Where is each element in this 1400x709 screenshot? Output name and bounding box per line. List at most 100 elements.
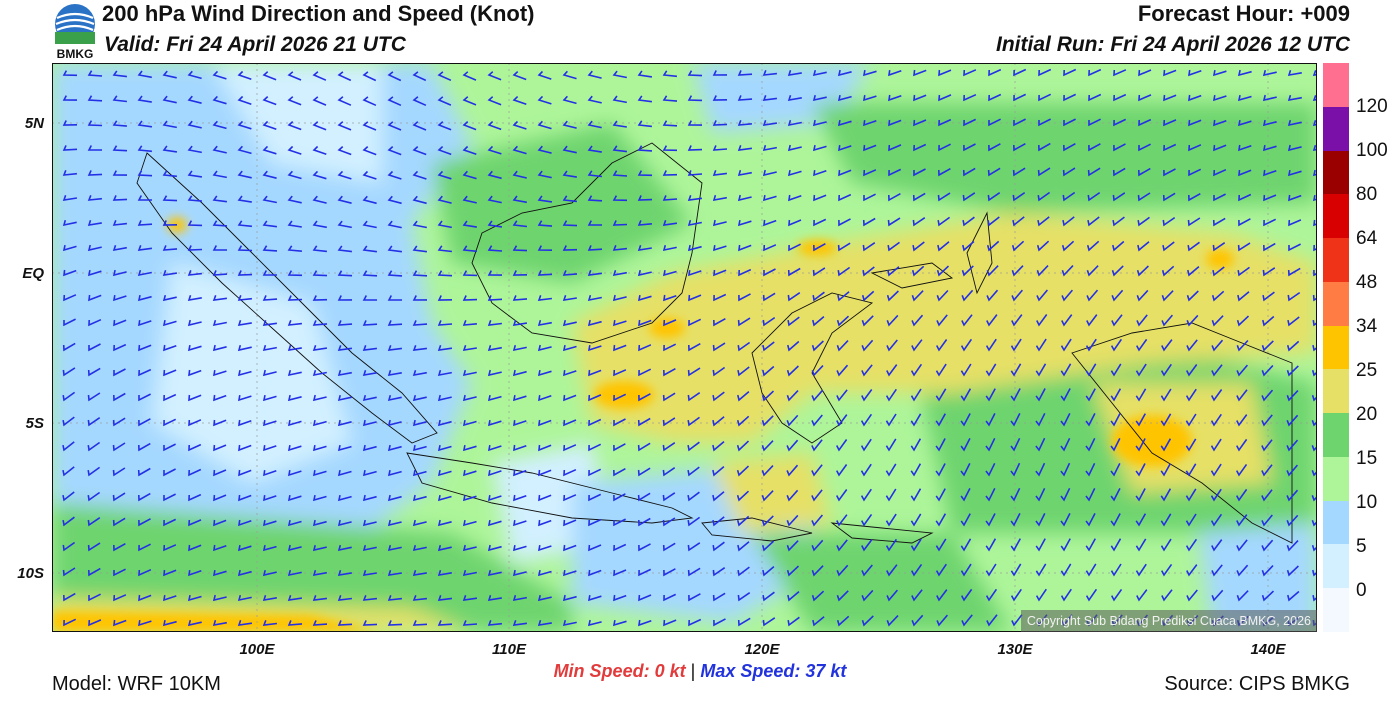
wind-barb — [312, 320, 328, 326]
svg-text:BMKG: BMKG — [57, 47, 94, 60]
wind-barb — [988, 68, 1002, 77]
wind-barb — [1135, 413, 1147, 427]
wind-barb — [1186, 589, 1198, 602]
wind-barb — [1185, 438, 1197, 452]
wind-barb — [587, 220, 602, 226]
wind-barb — [1013, 93, 1027, 102]
wind-barb — [237, 295, 252, 301]
wind-barb — [62, 219, 77, 227]
wind-barb — [1313, 269, 1317, 277]
colorbar-segment — [1323, 194, 1349, 239]
wind-barb — [1213, 119, 1227, 127]
wind-barb — [437, 270, 453, 277]
wind-barb — [263, 469, 277, 477]
wind-barb — [613, 543, 627, 552]
wind-barb — [337, 419, 352, 427]
wind-barb — [836, 340, 849, 352]
wind-barb — [1135, 488, 1146, 502]
wind-barb — [1110, 463, 1121, 477]
wind-barb — [985, 513, 996, 527]
wind-barb — [337, 369, 352, 377]
wind-barb — [112, 269, 127, 277]
wind-barb — [487, 195, 502, 204]
wind-barb — [1237, 69, 1252, 77]
wind-barb — [613, 594, 627, 602]
wind-barb — [337, 170, 352, 180]
wind-barb — [87, 417, 101, 427]
forecast-hour: Forecast Hour: +009 — [1137, 1, 1350, 26]
wind-barb — [1210, 513, 1223, 527]
wind-barb — [312, 545, 327, 552]
wind-barb — [437, 519, 452, 527]
wind-barb — [312, 444, 327, 452]
wind-barb — [562, 95, 577, 105]
wind-barb — [1312, 169, 1317, 177]
wind-barb — [712, 592, 726, 602]
wind-barb — [1287, 119, 1302, 127]
wind-barb — [563, 468, 577, 477]
wind-barb — [1312, 294, 1317, 302]
wind-barb — [937, 192, 951, 202]
wind-barb — [387, 220, 402, 229]
wind-barb — [162, 145, 178, 153]
wind-barb — [863, 119, 877, 127]
wind-barb — [113, 368, 126, 377]
wind-barb — [1063, 142, 1076, 152]
wind-barb — [187, 270, 202, 276]
wind-barb — [935, 413, 946, 427]
wind-barb — [487, 620, 502, 626]
wind-barb — [1237, 266, 1250, 277]
wind-barb — [910, 513, 922, 527]
wind-barb — [1135, 338, 1148, 352]
wind-barb — [712, 416, 725, 427]
wind-barb — [387, 494, 402, 502]
wind-barb — [1038, 68, 1052, 77]
wind-barb — [687, 120, 703, 126]
wind-barb — [762, 144, 777, 152]
wind-barb — [512, 295, 528, 301]
wind-barb — [1161, 265, 1175, 277]
wind-barb — [1188, 193, 1201, 202]
wind-barb — [412, 519, 427, 527]
wind-barb — [262, 320, 278, 326]
wind-barb — [761, 390, 775, 402]
wind-barb — [1211, 290, 1225, 302]
wind-barb — [713, 317, 726, 327]
wind-barb — [637, 442, 651, 452]
wind-barb — [187, 294, 202, 302]
wind-barb — [888, 69, 902, 77]
wind-barb — [1210, 438, 1222, 452]
wind-barb — [387, 345, 402, 351]
wind-barb — [263, 494, 277, 502]
wind-barb — [662, 392, 676, 402]
wind-barb — [1036, 289, 1049, 302]
wind-barb — [1210, 413, 1222, 427]
wind-barb — [936, 289, 949, 302]
wind-barb — [1188, 69, 1202, 77]
wind-barb — [87, 517, 101, 527]
wind-barb — [62, 491, 75, 502]
wind-barb — [187, 245, 203, 251]
colorbar-label: 100 — [1356, 140, 1388, 161]
wind-barb — [638, 319, 652, 327]
wind-barb — [1262, 94, 1277, 102]
wind-barb — [212, 569, 227, 577]
wind-barb — [862, 217, 876, 227]
wind-barb — [238, 394, 252, 402]
wind-barb — [188, 544, 202, 552]
wind-barb — [238, 444, 252, 452]
wind-barb — [1035, 513, 1046, 527]
wind-barb — [1138, 118, 1152, 127]
wind-barb — [312, 121, 327, 131]
wind-barb — [1010, 413, 1021, 427]
wind-barb — [437, 444, 452, 452]
wind-barb — [487, 344, 502, 352]
wind-barb — [1061, 314, 1073, 327]
wind-barb — [562, 569, 577, 577]
wind-barb — [512, 394, 527, 402]
wind-barb — [1212, 69, 1227, 77]
wind-barb — [787, 316, 800, 327]
wind-barb — [1161, 314, 1174, 327]
wind-barb — [1187, 241, 1200, 252]
wind-barb — [287, 220, 302, 228]
